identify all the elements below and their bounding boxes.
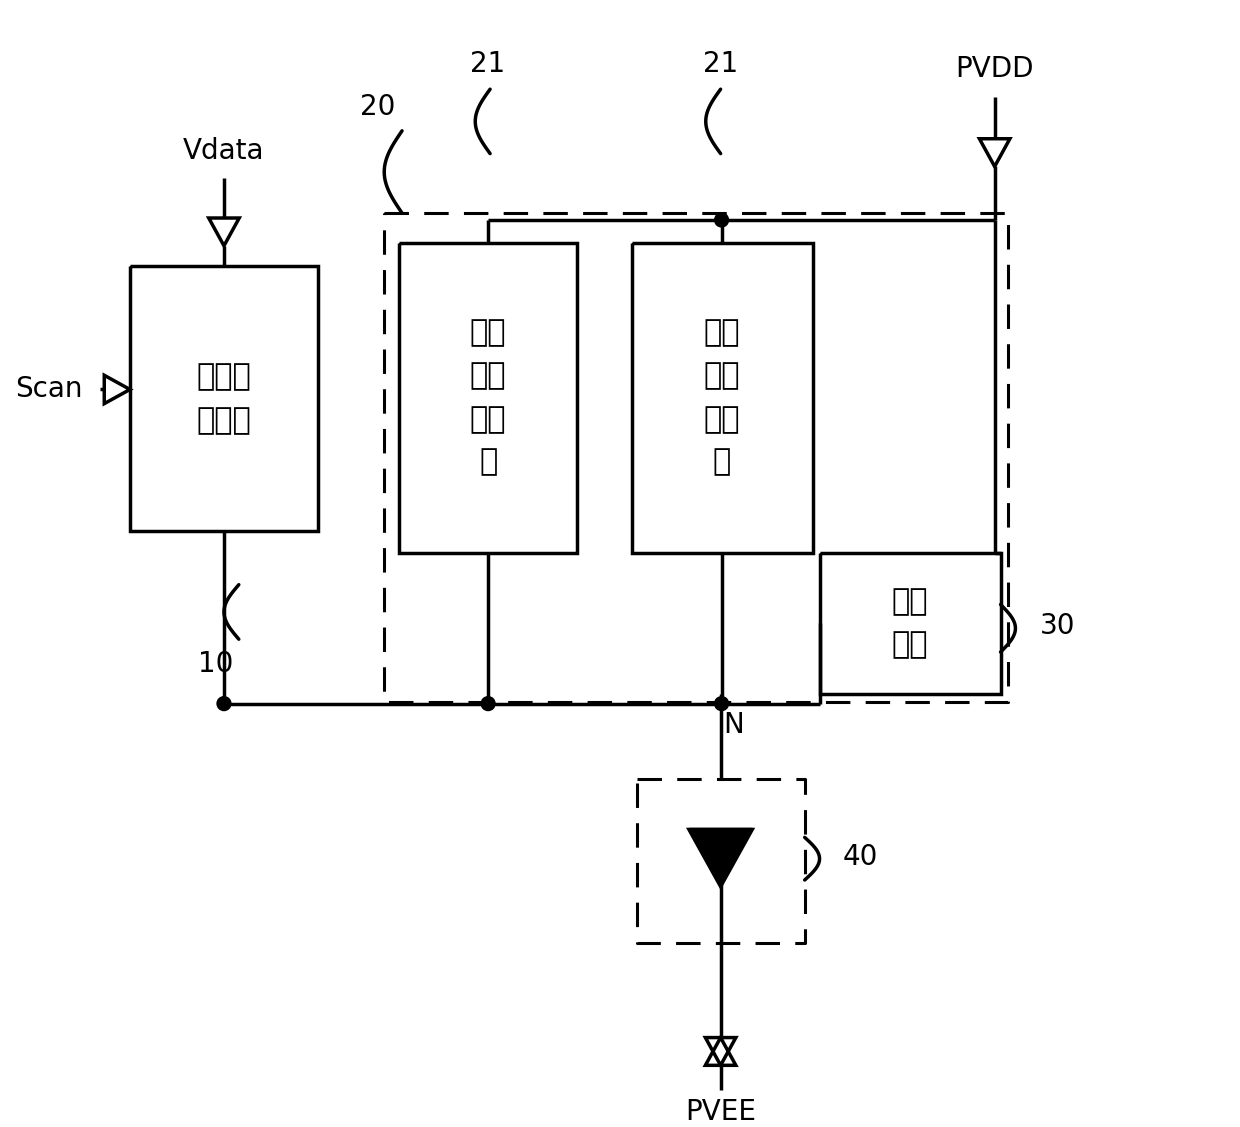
Text: 入模块: 入模块 <box>197 406 252 435</box>
Polygon shape <box>689 829 753 887</box>
Text: 存储: 存储 <box>470 361 506 390</box>
Text: 21: 21 <box>470 51 506 79</box>
Text: 稳压: 稳压 <box>470 319 506 347</box>
Circle shape <box>217 696 231 710</box>
Text: 30: 30 <box>1040 612 1075 640</box>
Circle shape <box>481 696 495 710</box>
Text: 块: 块 <box>479 447 497 477</box>
Text: 模块: 模块 <box>892 631 928 659</box>
Text: 40: 40 <box>842 843 878 871</box>
Text: 10: 10 <box>198 650 234 678</box>
Text: 块: 块 <box>713 447 730 477</box>
Text: 驱动: 驱动 <box>892 587 928 616</box>
Text: PVEE: PVEE <box>686 1098 756 1126</box>
Text: 子模: 子模 <box>703 405 740 434</box>
Circle shape <box>714 696 729 710</box>
Text: 子模: 子模 <box>470 405 506 434</box>
Text: Scan: Scan <box>15 375 83 403</box>
Text: 存储: 存储 <box>703 361 740 390</box>
Text: N: N <box>724 711 744 739</box>
Text: 21: 21 <box>703 51 738 79</box>
Text: 数据写: 数据写 <box>197 362 252 391</box>
Circle shape <box>714 213 729 227</box>
Text: 稳压: 稳压 <box>703 319 740 347</box>
Text: PVDD: PVDD <box>955 55 1034 83</box>
Text: 20: 20 <box>360 94 396 121</box>
Text: Vdata: Vdata <box>184 136 264 165</box>
